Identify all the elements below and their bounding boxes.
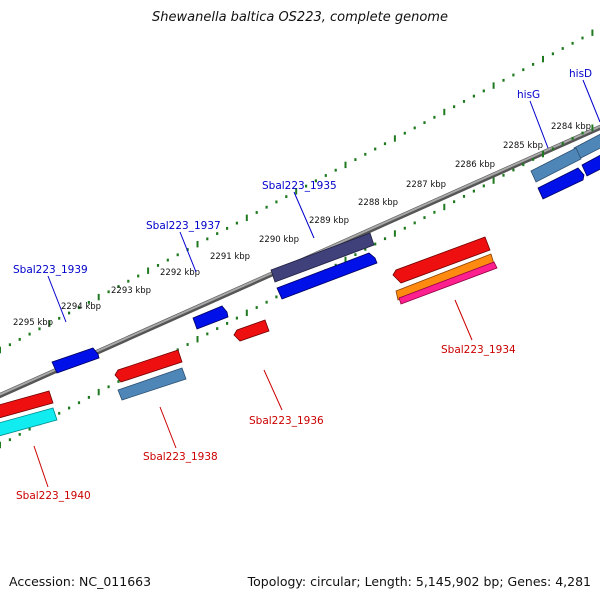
gene-label-hisD[interactable]: hisD <box>569 68 592 80</box>
gene-label-hisG[interactable]: hisG <box>517 89 540 101</box>
gene-label-Sbal223_1940[interactable]: Sbal223_1940 <box>16 490 91 502</box>
kbp-label: 2288 kbp <box>358 198 398 208</box>
forward-tick-track <box>0 29 594 354</box>
gene-Sbal223_1940-feature[interactable] <box>0 390 54 419</box>
gene-Sbal223_1938-feature[interactable] <box>117 367 187 401</box>
leader-line <box>529 100 549 149</box>
leader-line <box>454 299 473 341</box>
gene-Sbal223_1940-feature[interactable] <box>0 407 58 437</box>
gene-label-Sbal223_1938[interactable]: Sbal223_1938 <box>143 451 218 463</box>
kbp-label: 2290 kbp <box>259 235 299 245</box>
genome-summary-text: Topology: circular; Length: 5,145,902 bp… <box>247 574 591 589</box>
kbp-label: 2295 kbp <box>13 318 53 328</box>
kbp-label: 2287 kbp <box>406 180 446 190</box>
gene-Sbal223_1938-feature[interactable] <box>114 349 183 383</box>
kbp-label: 2286 kbp <box>455 160 495 170</box>
gene-hisG-feature[interactable] <box>530 147 582 183</box>
gene-Sbal223_1936-feature[interactable] <box>233 319 270 342</box>
gene-label-Sbal223_1937[interactable]: Sbal223_1937 <box>146 220 221 232</box>
kbp-label: 2284 kbp <box>551 122 591 132</box>
kbp-labels: 2284 kbp 2285 kbp 2286 kbp 2287 kbp 2288… <box>13 122 591 328</box>
leader-line <box>179 231 197 273</box>
kbp-label: 2289 kbp <box>309 216 349 226</box>
kbp-label: 2291 kbp <box>210 252 250 262</box>
kbp-label: 2285 kbp <box>503 141 543 151</box>
forward-gene-labels: hisD hisG Sbal223_1935 Sbal223_1937 Sbal… <box>13 68 592 276</box>
gene-Sbal223_1934-feature[interactable] <box>392 236 491 284</box>
kbp-label: 2294 kbp <box>61 302 101 312</box>
leader-line <box>263 369 283 411</box>
reverse-gene-labels: Sbal223_1934 Sbal223_1936 Sbal223_1938 S… <box>16 344 516 502</box>
gene-label-Sbal223_1939[interactable]: Sbal223_1939 <box>13 264 88 276</box>
gene-Sbal223_1935-feature[interactable] <box>276 252 378 300</box>
leader-line <box>582 79 600 123</box>
gene-hisG-feature[interactable] <box>537 167 585 200</box>
accession-text: Accession: NC_011663 <box>9 574 152 589</box>
gene-Sbal223_1937-feature[interactable] <box>192 305 229 330</box>
cds-features <box>0 133 600 437</box>
reverse-label-leaders <box>33 299 473 488</box>
gene-label-Sbal223_1934[interactable]: Sbal223_1934 <box>441 344 516 356</box>
kbp-label: 2292 kbp <box>160 268 200 278</box>
map-title: Shewanella baltica OS223, complete genom… <box>152 10 448 25</box>
gene-Sbal223_1935-feature[interactable] <box>270 232 375 283</box>
gene-label-Sbal223_1935[interactable]: Sbal223_1935 <box>262 180 337 192</box>
leader-line <box>159 406 177 449</box>
gene-label-Sbal223_1936[interactable]: Sbal223_1936 <box>249 415 324 427</box>
kbp-label: 2293 kbp <box>111 286 151 296</box>
leader-line <box>47 275 67 323</box>
gene-hisD-feature[interactable] <box>581 150 600 177</box>
gene-Sbal223_1934-feature[interactable] <box>398 261 498 305</box>
forward-label-leaders <box>47 79 600 323</box>
leader-line <box>33 445 49 488</box>
leader-line <box>293 191 315 239</box>
gene-Sbal223_1939-feature[interactable] <box>51 347 100 374</box>
